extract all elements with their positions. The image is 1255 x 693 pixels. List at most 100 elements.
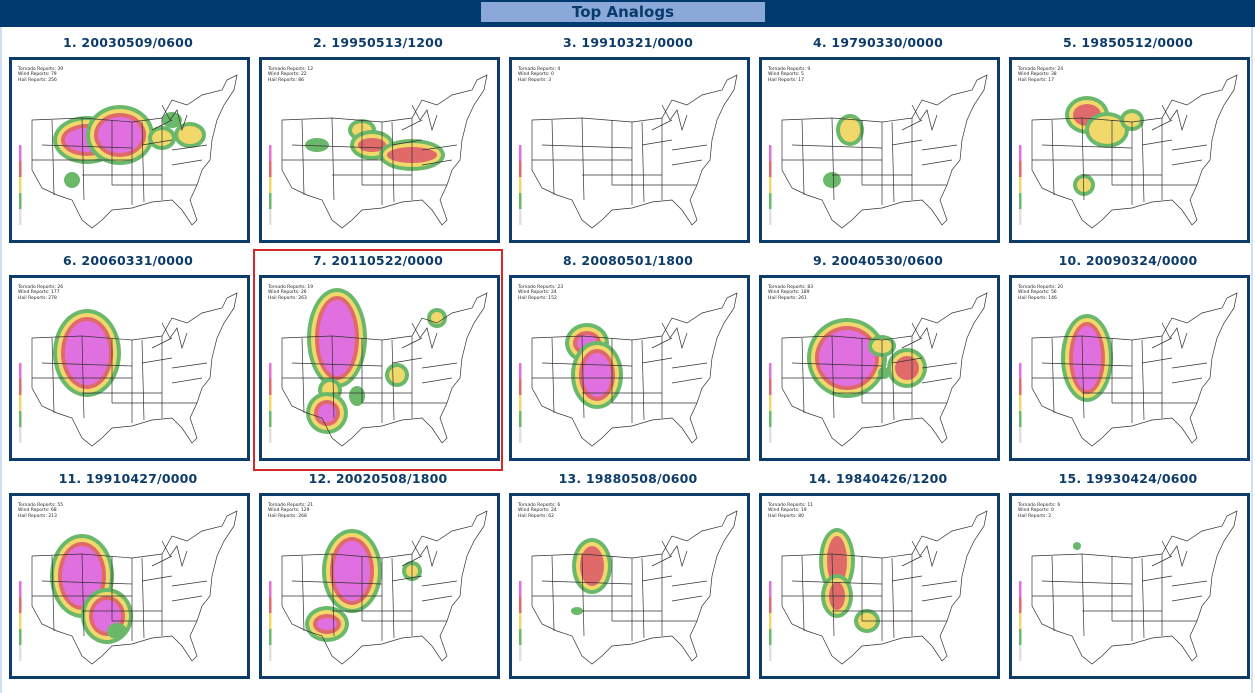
hail-reports: Hail Reports: 3: [518, 77, 552, 83]
wind-reports: Wind Reports: 38: [1018, 72, 1057, 78]
tornado-reports: Tornado Reports: 39: [18, 67, 64, 72]
analog-label[interactable]: 8. 20080501/1800: [563, 253, 693, 268]
analog-map-thumbnail[interactable]: Tornado Reports: 11 Wind Reports: 19 Hai…: [759, 493, 1000, 679]
analog-map-thumbnail[interactable]: Tornado Reports: 19 Wind Reports: 26 Hai…: [259, 275, 500, 461]
analog-card[interactable]: 12. 20020508/1800 Tornado Reports: 21 Wi…: [253, 463, 503, 679]
tornado-reports: Tornado Reports: 6: [1018, 503, 1061, 508]
analogs-grid: 1. 20030509/0600 Tornado Reports: 39 Win…: [0, 27, 1253, 693]
tornado-reports: Tornado Reports: 23: [518, 285, 564, 290]
storm-report-map: [19, 74, 238, 229]
wind-reports: Wind Reports: 0: [518, 72, 554, 78]
analog-map-thumbnail[interactable]: Tornado Reports: 39 Wind Reports: 79 Hai…: [9, 57, 250, 243]
legend-color-scale: [19, 145, 22, 225]
analog-card[interactable]: 2. 19950513/1200 Tornado Reports: 12 Win…: [253, 27, 503, 243]
report-counts: Tornado Reports: 19 Wind Reports: 26 Hai…: [268, 285, 313, 301]
hail-reports: Hail Reports: 17: [768, 77, 805, 83]
storm-report-map: [269, 74, 488, 229]
analog-map-thumbnail[interactable]: Tornado Reports: 23 Wind Reports: 24 Hai…: [509, 275, 750, 461]
analog-card[interactable]: 13. 19880508/0600 Tornado Reports: 6 Win…: [503, 463, 753, 679]
analog-label[interactable]: 13. 19880508/0600: [558, 471, 698, 486]
hail-reports: Hail Reports: 261: [768, 295, 807, 301]
tornado-reports: Tornado Reports: 55: [18, 503, 64, 508]
analog-card[interactable]: 14. 19840426/1200 Tornado Reports: 11 Wi…: [753, 463, 1003, 679]
legend-color-scale: [769, 363, 772, 443]
analog-label[interactable]: 11. 19910427/0000: [58, 471, 198, 486]
storm-report-map: [19, 292, 238, 447]
storm-report-map: [519, 74, 738, 229]
report-counts: Tornado Reports: 24 Wind Reports: 38 Hai…: [1018, 67, 1063, 83]
analog-label[interactable]: 9. 20040530/0600: [813, 253, 943, 268]
report-counts: Tornado Reports: 6 Wind Reports: 0 Hail …: [1018, 503, 1060, 519]
storm-report-map: [269, 288, 488, 447]
analog-label[interactable]: 14. 19840426/1200: [808, 471, 948, 486]
hail-reports: Hail Reports: 17: [1018, 77, 1055, 83]
analog-card[interactable]: 8. 20080501/1800 Tornado Reports: 23 Win…: [503, 245, 753, 461]
storm-report-map: [1019, 74, 1238, 229]
storm-report-map: [519, 510, 738, 665]
wind-reports: Wind Reports: 5: [768, 72, 804, 78]
analog-map-thumbnail[interactable]: Tornado Reports: 83 Wind Reports: 189 Ha…: [759, 275, 1000, 461]
legend-color-scale: [269, 145, 272, 225]
storm-report-map: [19, 510, 238, 665]
analog-map-thumbnail[interactable]: Tornado Reports: 21 Wind Reports: 129 Ha…: [259, 493, 500, 679]
analog-label[interactable]: 12. 20020508/1800: [308, 471, 448, 486]
hail-reports: Hail Reports: 268: [268, 513, 307, 519]
hail-reports: Hail Reports: 256: [18, 77, 57, 83]
analog-card[interactable]: 4. 19790330/0000 Tornado Reports: 9 Wind…: [753, 27, 1003, 243]
report-counts: Tornado Reports: 6 Wind Reports: 24 Hail…: [518, 503, 560, 519]
storm-report-map: [769, 292, 988, 447]
page-title: Top Analogs: [481, 2, 765, 22]
analog-card[interactable]: 7. 20110522/0000 Tornado Reports: 19 Win…: [253, 245, 503, 461]
wind-reports: Wind Reports: 177: [18, 290, 60, 296]
storm-report-map: [1019, 510, 1238, 665]
analog-card[interactable]: 1. 20030509/0600 Tornado Reports: 39 Win…: [3, 27, 253, 243]
analog-card[interactable]: 6. 20060331/0000 Tornado Reports: 26 Win…: [3, 245, 253, 461]
analog-map-thumbnail[interactable]: Tornado Reports: 6 Wind Reports: 0 Hail …: [1009, 493, 1250, 679]
tornado-reports: Tornado Reports: 11: [768, 503, 814, 508]
analog-card[interactable]: 11. 19910427/0000 Tornado Reports: 55 Wi…: [3, 463, 253, 679]
analog-label[interactable]: 6. 20060331/0000: [63, 253, 193, 268]
analog-card[interactable]: 9. 20040530/0600 Tornado Reports: 83 Win…: [753, 245, 1003, 461]
legend-color-scale: [769, 581, 772, 661]
storm-report-map: [269, 510, 488, 665]
analog-card[interactable]: 15. 19930424/0600 Tornado Reports: 6 Win…: [1003, 463, 1253, 679]
analog-label[interactable]: 4. 19790330/0000: [813, 35, 943, 50]
wind-reports: Wind Reports: 68: [18, 508, 57, 514]
report-counts: Tornado Reports: 83 Wind Reports: 189 Ha…: [768, 285, 813, 301]
analog-label[interactable]: 1. 20030509/0600: [63, 35, 193, 50]
wind-reports: Wind Reports: 129: [268, 508, 310, 514]
tornado-reports: Tornado Reports: 24: [1018, 67, 1064, 72]
report-counts: Tornado Reports: 11 Wind Reports: 19 Hai…: [768, 503, 813, 519]
report-counts: Tornado Reports: 39 Wind Reports: 79 Hai…: [18, 67, 63, 83]
analog-map-thumbnail[interactable]: Tornado Reports: 24 Wind Reports: 38 Hai…: [1009, 57, 1250, 243]
analog-label[interactable]: 15. 19930424/0600: [1058, 471, 1198, 486]
hail-reports: Hail Reports: 146: [1018, 295, 1057, 301]
tornado-reports: Tornado Reports: 19: [268, 285, 314, 290]
analog-label[interactable]: 7. 20110522/0000: [313, 253, 443, 268]
analog-card[interactable]: 10. 20090324/0000 Tornado Reports: 20 Wi…: [1003, 245, 1253, 461]
wind-reports: Wind Reports: 79: [18, 72, 57, 78]
wind-reports: Wind Reports: 24: [518, 290, 557, 296]
analog-card[interactable]: 5. 19850512/0000 Tornado Reports: 24 Win…: [1003, 27, 1253, 243]
hail-reports: Hail Reports: 2: [1018, 513, 1052, 519]
hail-reports: Hail Reports: 152: [518, 295, 557, 301]
wind-reports: Wind Reports: 22: [268, 72, 307, 78]
analog-card[interactable]: 3. 19910321/0000 Tornado Reports: 4 Wind…: [503, 27, 753, 243]
legend-color-scale: [269, 363, 272, 443]
analog-map-thumbnail[interactable]: Tornado Reports: 55 Wind Reports: 68 Hai…: [9, 493, 250, 679]
report-counts: Tornado Reports: 4 Wind Reports: 0 Hail …: [518, 67, 560, 83]
analog-map-thumbnail[interactable]: Tornado Reports: 6 Wind Reports: 24 Hail…: [509, 493, 750, 679]
storm-report-map: [1019, 292, 1238, 447]
report-counts: Tornado Reports: 26 Wind Reports: 177 Ha…: [18, 285, 63, 301]
analog-map-thumbnail[interactable]: Tornado Reports: 20 Wind Reports: 56 Hai…: [1009, 275, 1250, 461]
storm-report-map: [519, 292, 738, 447]
analog-map-thumbnail[interactable]: Tornado Reports: 26 Wind Reports: 177 Ha…: [9, 275, 250, 461]
hail-reports: Hail Reports: 80: [768, 513, 805, 519]
analog-label[interactable]: 3. 19910321/0000: [563, 35, 693, 50]
analog-label[interactable]: 5. 19850512/0000: [1063, 35, 1193, 50]
analog-label[interactable]: 2. 19950513/1200: [313, 35, 443, 50]
analog-map-thumbnail[interactable]: Tornado Reports: 4 Wind Reports: 0 Hail …: [509, 57, 750, 243]
analog-map-thumbnail[interactable]: Tornado Reports: 12 Wind Reports: 22 Hai…: [259, 57, 500, 243]
analog-map-thumbnail[interactable]: Tornado Reports: 9 Wind Reports: 5 Hail …: [759, 57, 1000, 243]
analog-label[interactable]: 10. 20090324/0000: [1058, 253, 1198, 268]
